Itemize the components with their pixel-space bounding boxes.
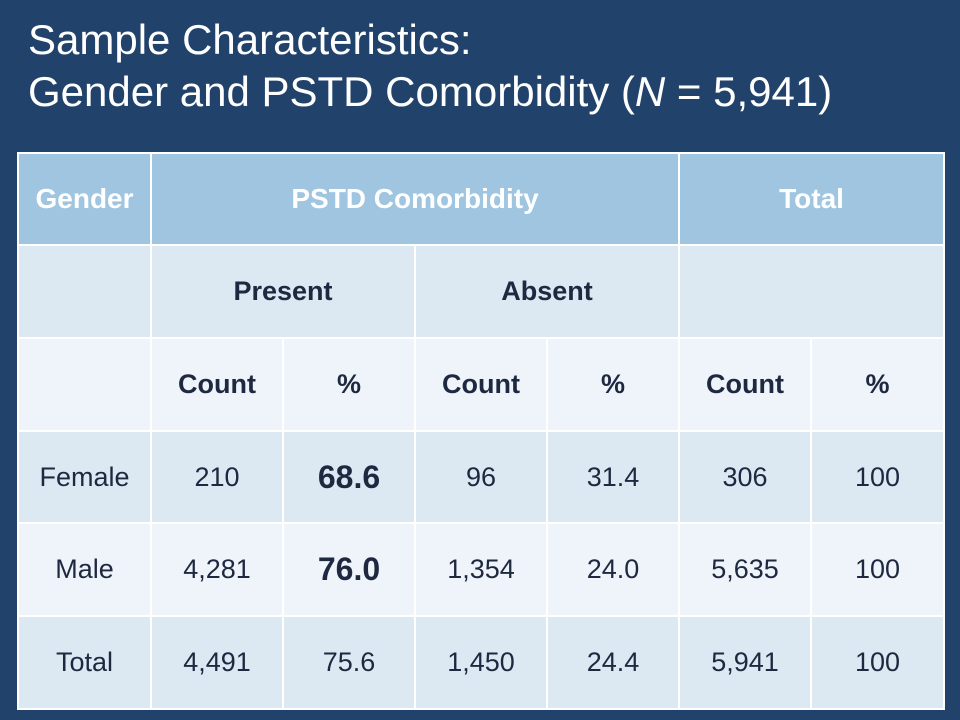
column-label: % <box>810 337 946 432</box>
cell-total-pct: 100 <box>810 522 946 617</box>
row-label: Male <box>17 522 152 617</box>
cell-total-count: 5,941 <box>678 615 813 710</box>
title-n-symbol: N <box>634 68 666 115</box>
cell-absent-pct: 24.0 <box>545 522 681 617</box>
column-label: Count <box>678 337 813 432</box>
column-label: % <box>545 337 681 432</box>
table-row: Male 4,281 76.0 1,354 24.0 5,635 100 <box>17 522 946 617</box>
title-line-1: Sample Characteristics: <box>28 16 472 63</box>
table-row: Female 210 68.6 96 31.4 306 100 <box>17 430 946 524</box>
column-label: Count <box>414 337 548 432</box>
characteristics-table: Gender PSTD Comorbidity Total Present Ab… <box>17 152 946 710</box>
cell-present-count: 4,281 <box>150 522 284 617</box>
title-line-2: Gender and PSTD Comorbidity (N = 5,941) <box>28 66 832 118</box>
title-line-2-prefix: Gender and PSTD Comorbidity ( <box>28 68 635 115</box>
title-line-2-suffix: = 5,941) <box>665 68 833 115</box>
column-label: Count <box>150 337 284 432</box>
header-total: Total <box>678 152 946 246</box>
cell-absent-pct: 31.4 <box>545 430 681 524</box>
cell-absent-count: 1,450 <box>414 615 548 710</box>
subheader-row: Present Absent <box>17 244 946 339</box>
column-label-empty <box>17 337 152 432</box>
cell-present-pct: 68.6 <box>282 430 416 524</box>
subheader-empty <box>17 244 152 339</box>
slide-title: Sample Characteristics: Gender and PSTD … <box>28 14 832 118</box>
cell-total-pct: 100 <box>810 430 946 524</box>
header-row: Gender PSTD Comorbidity Total <box>17 152 946 246</box>
header-comorbidity: PSTD Comorbidity <box>149 152 681 246</box>
header-gender: Gender <box>17 152 152 246</box>
column-label-row: Count % Count % Count % <box>17 337 946 432</box>
cell-absent-count: 96 <box>414 430 548 524</box>
subheader-present: Present <box>150 244 416 339</box>
cell-present-count: 210 <box>150 430 284 524</box>
cell-present-pct: 76.0 <box>282 522 416 617</box>
cell-total-count: 306 <box>678 430 813 524</box>
column-label: % <box>282 337 416 432</box>
row-label: Female <box>17 430 152 524</box>
cell-absent-count: 1,354 <box>414 522 548 617</box>
cell-present-count: 4,491 <box>150 615 284 710</box>
cell-total-pct: 100 <box>810 615 946 710</box>
cell-absent-pct: 24.4 <box>545 615 681 710</box>
subheader-total-empty <box>678 244 946 339</box>
row-label: Total <box>17 615 152 710</box>
table-row: Total 4,491 75.6 1,450 24.4 5,941 100 <box>17 615 946 710</box>
cell-total-count: 5,635 <box>678 522 813 617</box>
cell-present-pct: 75.6 <box>282 615 416 710</box>
subheader-absent: Absent <box>413 244 681 339</box>
